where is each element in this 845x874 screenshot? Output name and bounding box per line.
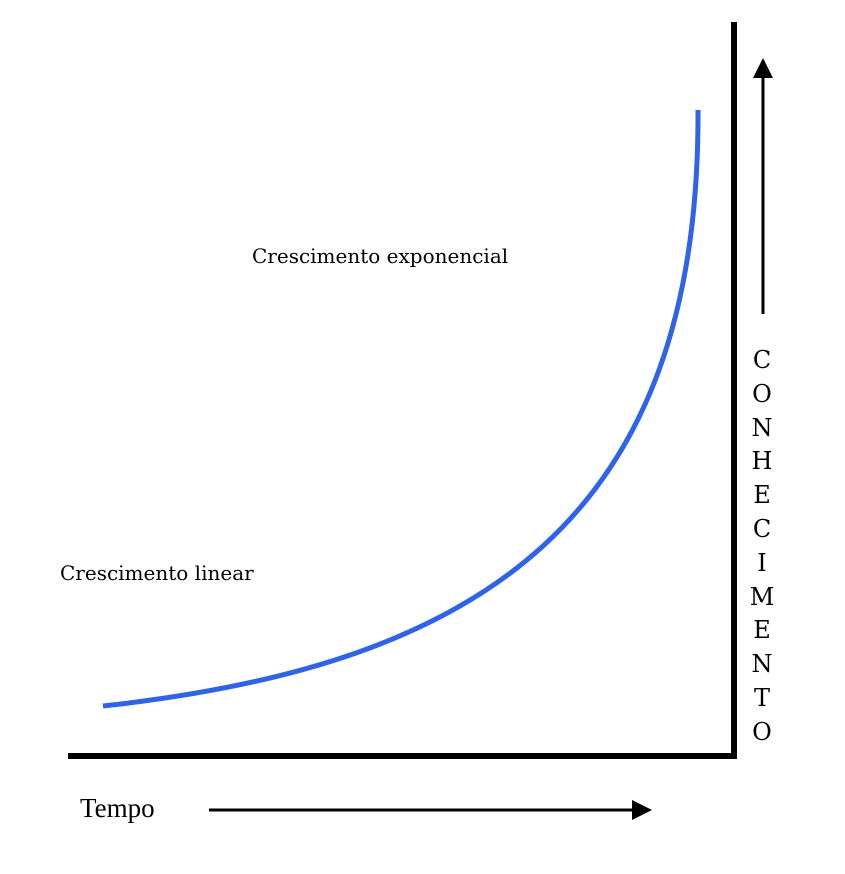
x-axis-arrowhead	[632, 800, 652, 820]
y-axis-label-letter: H	[751, 447, 773, 476]
y-axis-arrowhead	[753, 58, 773, 78]
y-axis-label-letter: M	[749, 582, 775, 611]
y-axis-label-letter: T	[753, 683, 770, 712]
y-axis-label-letter: C	[752, 346, 772, 374]
linear-growth-label: Crescimento linear	[60, 561, 254, 585]
y-axis-label-letter: E	[753, 616, 771, 645]
y-axis-label-letter: N	[751, 413, 773, 442]
y-axis-label-letter: O	[752, 717, 772, 746]
x-axis-label: Tempo	[80, 793, 155, 823]
y-axis-label-letter: N	[751, 650, 773, 679]
y-axis-label-letter: O	[752, 379, 772, 408]
y-axis-label-letter: E	[753, 481, 771, 510]
y-axis-label-letter: C	[752, 514, 772, 543]
growth-curve	[102, 109, 701, 709]
exponential-growth-label: Crescimento exponencial	[252, 244, 509, 268]
y-axis-label-letter: I	[757, 548, 767, 577]
